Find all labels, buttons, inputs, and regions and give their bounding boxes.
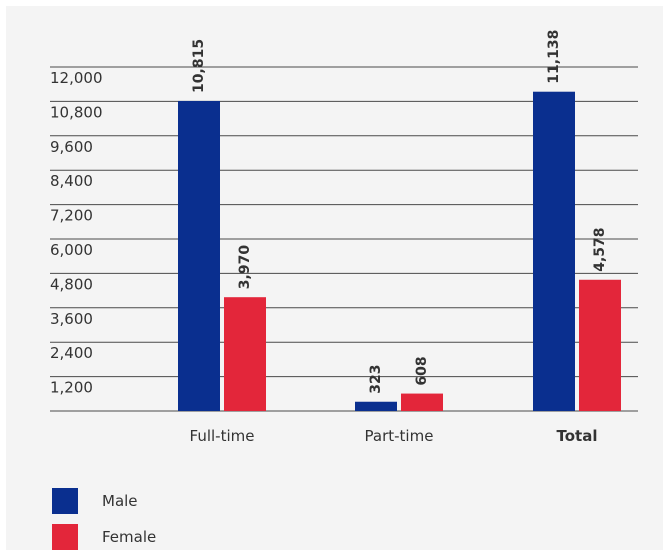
y-tick-label: 7,200 [50, 207, 93, 225]
y-tick-label: 1,200 [50, 379, 93, 397]
legend-label: Male [102, 492, 138, 510]
data-label: 608 [414, 356, 430, 385]
data-label: 323 [368, 365, 384, 394]
legend: Male Female [52, 488, 156, 550]
y-tick-label: 9,600 [50, 138, 93, 156]
legend-swatch-male [52, 488, 78, 514]
y-tick-label: 8,400 [50, 172, 93, 190]
data-label: 3,970 [237, 245, 253, 290]
category-label: Part-time [365, 427, 434, 445]
legend-label: Female [102, 528, 156, 546]
category-label: Full-time [190, 427, 255, 445]
legend-swatch-female [52, 524, 78, 550]
x-axis: Full-time Part-time Total [190, 427, 598, 445]
y-tick-label: 3,600 [50, 310, 93, 328]
y-tick-label: 12,000 [50, 69, 103, 87]
bar-male [533, 91, 575, 411]
y-tick-label: 4,800 [50, 275, 93, 293]
bar-female [401, 393, 443, 411]
bars [178, 91, 621, 411]
bar-female [579, 279, 621, 411]
data-label: 10,815 [191, 39, 207, 93]
y-tick-label: 6,000 [50, 241, 93, 259]
y-tick-label: 2,400 [50, 344, 93, 362]
y-tick-label: 10,800 [50, 103, 103, 121]
bar-female [224, 297, 266, 411]
data-label: 4,578 [592, 227, 608, 271]
y-axis: 1,200 2,400 3,600 4,800 6,000 7,200 8,400 9,600… [50, 69, 103, 397]
data-labels: 10,815 3,970 323 608 11,138 4,578 [191, 30, 608, 394]
data-label: 11,138 [546, 30, 562, 84]
bar-male [355, 401, 397, 411]
bar-male [178, 100, 220, 411]
category-label: Total [557, 427, 598, 445]
